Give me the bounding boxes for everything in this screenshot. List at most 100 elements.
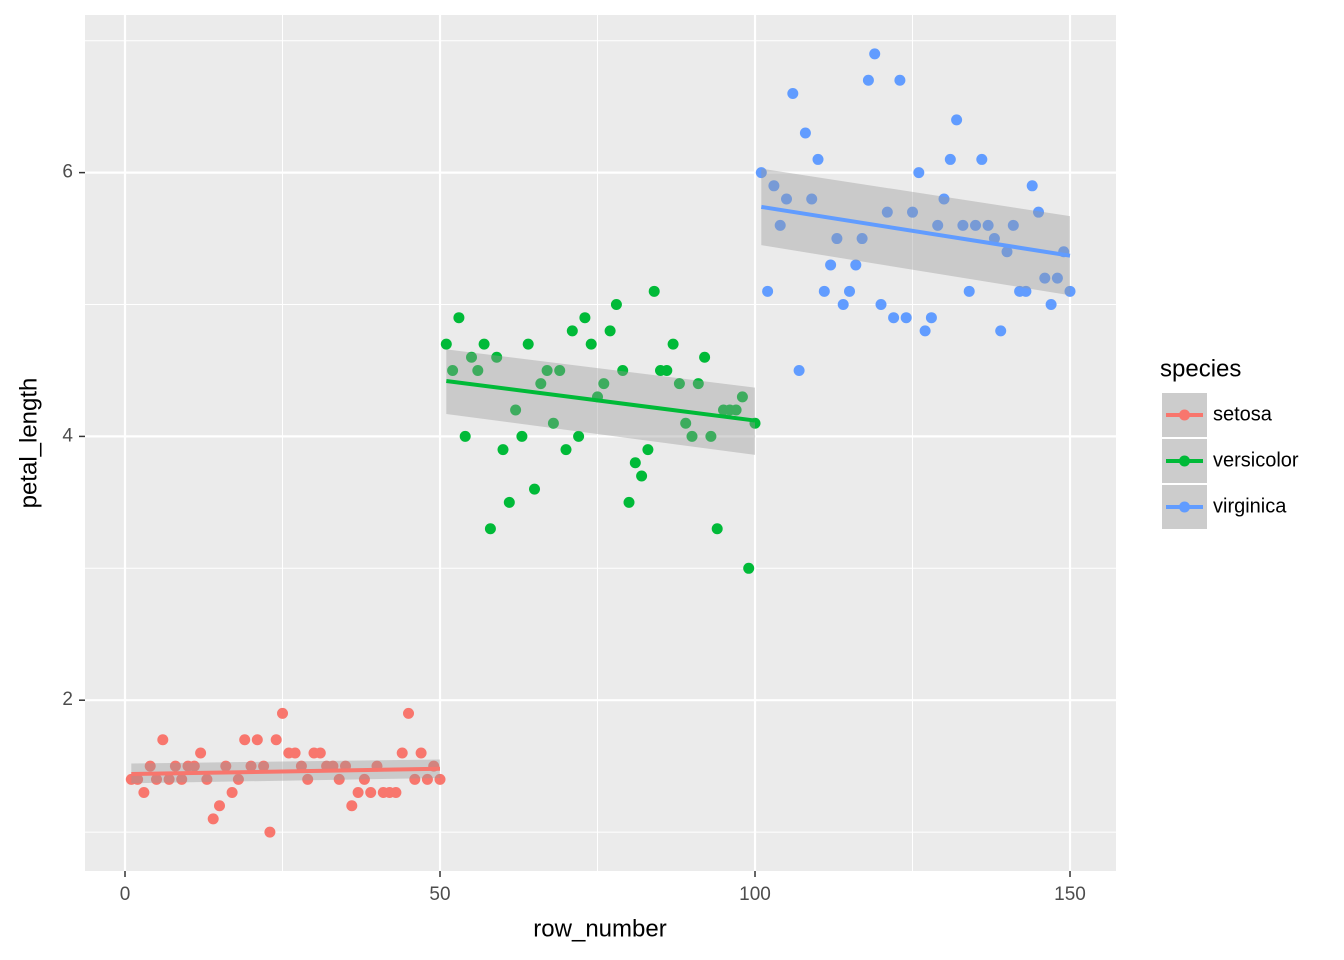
point — [1064, 285, 1076, 297]
point — [579, 312, 591, 324]
point — [157, 734, 169, 746]
point — [1033, 206, 1045, 218]
point — [447, 364, 459, 376]
point — [806, 193, 818, 205]
point — [1020, 285, 1032, 297]
point — [132, 773, 144, 785]
point — [636, 470, 648, 482]
point — [547, 417, 559, 429]
point — [957, 219, 969, 231]
point — [478, 338, 490, 350]
point — [900, 312, 912, 324]
point — [1039, 272, 1051, 284]
point — [403, 707, 415, 719]
point — [818, 285, 830, 297]
point — [648, 285, 660, 297]
point — [365, 787, 377, 799]
point — [705, 430, 717, 442]
point — [888, 312, 900, 324]
point — [768, 180, 780, 192]
point — [352, 787, 364, 799]
point — [699, 351, 711, 363]
point — [831, 233, 843, 245]
point — [510, 404, 522, 416]
point — [239, 734, 251, 746]
point — [1026, 180, 1038, 192]
point — [138, 787, 150, 799]
point — [573, 430, 585, 442]
x-axis-title: row_number — [533, 915, 666, 942]
point — [390, 787, 402, 799]
point — [976, 153, 988, 165]
point — [869, 48, 881, 60]
point — [951, 114, 963, 126]
point — [610, 299, 622, 311]
y-tick-label: 2 — [62, 689, 73, 710]
point — [144, 760, 156, 772]
point — [881, 206, 893, 218]
point — [295, 760, 307, 772]
point — [396, 747, 408, 759]
point — [913, 167, 925, 179]
point — [163, 773, 175, 785]
data-marks — [125, 48, 1076, 838]
point — [333, 773, 345, 785]
point — [743, 562, 755, 574]
point — [289, 747, 301, 759]
point — [459, 430, 471, 442]
trend-line — [131, 766, 441, 777]
point — [346, 800, 358, 812]
point — [1045, 299, 1057, 311]
point — [560, 444, 572, 456]
legend-entry: setosa — [1162, 393, 1273, 437]
point — [258, 760, 270, 772]
point — [214, 800, 226, 812]
point — [440, 338, 452, 350]
x-tick-label: 100 — [739, 884, 771, 905]
point — [793, 364, 805, 376]
trend-line — [760, 204, 1071, 258]
point — [944, 153, 956, 165]
point — [358, 773, 370, 785]
point — [491, 351, 503, 363]
legend: species setosa versicolor virginica — [1160, 355, 1299, 529]
point — [201, 773, 213, 785]
point — [875, 299, 887, 311]
point — [554, 364, 566, 376]
point — [919, 325, 931, 337]
y-axis-title: petal_length — [15, 378, 42, 509]
point — [970, 219, 982, 231]
point — [421, 773, 433, 785]
point — [799, 127, 811, 139]
point — [680, 417, 692, 429]
point — [226, 787, 238, 799]
legend-label: versicolor — [1213, 449, 1299, 471]
point — [195, 747, 207, 759]
point — [623, 496, 635, 508]
point — [169, 760, 181, 772]
point — [522, 338, 534, 350]
point — [277, 707, 289, 719]
point — [1007, 219, 1019, 231]
point — [667, 338, 679, 350]
point — [812, 153, 824, 165]
legend-label: setosa — [1213, 403, 1273, 425]
point — [730, 404, 742, 416]
point — [629, 457, 641, 469]
legend-key-point — [1179, 455, 1190, 467]
point — [787, 87, 799, 99]
point — [466, 351, 478, 363]
point — [415, 747, 427, 759]
point — [598, 378, 610, 390]
point — [995, 325, 1007, 337]
point — [566, 325, 578, 337]
legend-key-point — [1179, 501, 1190, 513]
point — [541, 364, 553, 376]
point — [245, 760, 257, 772]
legend-label: virginica — [1213, 495, 1287, 517]
point — [661, 364, 673, 376]
x-tick-label: 150 — [1054, 884, 1086, 905]
point — [673, 378, 685, 390]
point — [472, 364, 484, 376]
